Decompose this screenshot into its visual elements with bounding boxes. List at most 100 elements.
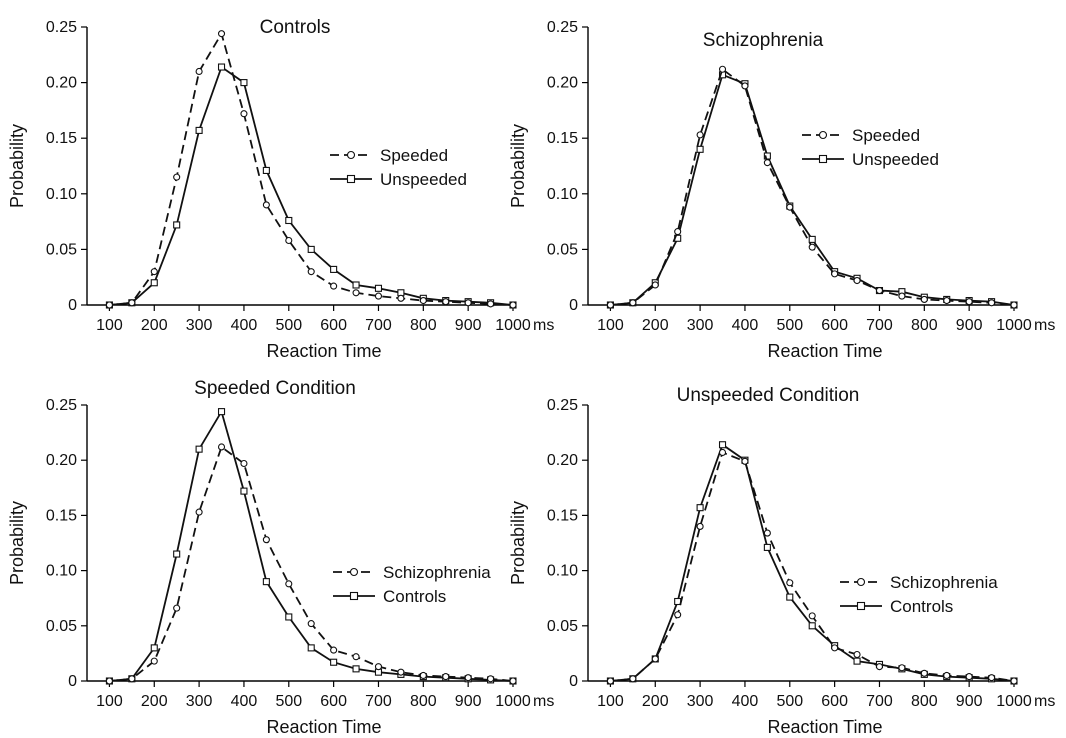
x-tick-label: 1000	[996, 317, 1032, 334]
data-point-circle	[763, 159, 771, 167]
data-point-square	[696, 145, 704, 153]
data-point-square	[307, 644, 315, 652]
x-tick-label: 100	[597, 317, 624, 334]
data-point-square	[262, 578, 270, 586]
legend-marker-circle	[856, 577, 866, 587]
y-tick-label: 0.10	[547, 563, 578, 580]
x-tick-label: 100	[96, 317, 123, 334]
data-point-circle	[509, 677, 517, 685]
legend-label: Unspeeded	[852, 150, 939, 169]
data-point-circle	[217, 443, 226, 451]
x-tick-label: 700	[365, 317, 392, 334]
data-point-circle	[105, 301, 113, 309]
x-tick-label: 300	[687, 317, 714, 334]
y-tick-label: 0.05	[547, 241, 578, 258]
y-tick-label: 0.05	[46, 618, 77, 635]
x-tick-label: 400	[231, 693, 258, 710]
data-point-square	[217, 63, 226, 71]
data-point-circle	[741, 82, 749, 90]
data-point-square	[195, 445, 203, 453]
data-point-circle	[262, 536, 270, 544]
series-controls	[105, 408, 517, 685]
data-point-circle	[786, 203, 794, 211]
data-point-circle	[240, 459, 248, 468]
data-point-circle	[651, 281, 659, 289]
data-point-square	[262, 166, 270, 174]
y-tick-label: 0.25	[547, 19, 578, 36]
x-tick-label: 700	[866, 693, 893, 710]
data-point-circle	[240, 110, 248, 118]
x-tick-label: 900	[956, 693, 983, 710]
data-point-circle	[763, 529, 771, 537]
legend-marker-square	[346, 174, 356, 184]
data-point-circle	[674, 228, 682, 236]
data-point-circle	[173, 604, 181, 612]
chart-panel-2: 0 0.05 0.10 0.15 0.20 0.25 100 200 300 400 500 600 7…	[508, 19, 1055, 361]
data-point-square	[307, 245, 315, 253]
data-point-square	[330, 658, 338, 666]
data-point-circle	[718, 448, 727, 457]
data-point-circle	[330, 282, 338, 290]
y-tick-label: 0	[569, 673, 578, 690]
y-tick-label: 0.15	[46, 507, 77, 524]
x-tick-label: 600	[320, 317, 347, 334]
data-point-circle	[898, 664, 906, 672]
x-tick-label: 1000	[996, 693, 1032, 710]
data-point-circle	[786, 579, 794, 587]
data-point-circle	[943, 671, 951, 680]
series-controls	[606, 441, 1018, 685]
legend: Speeded Unspeeded	[802, 126, 939, 169]
data-point-circle	[920, 295, 928, 303]
legend: Schizophrenia Controls	[840, 573, 998, 616]
data-point-square	[217, 408, 226, 416]
data-point-circle	[150, 657, 158, 665]
data-point-square	[285, 613, 293, 621]
x-tick-label: 400	[231, 317, 258, 334]
y-tick-label: 0.15	[46, 130, 77, 147]
x-tick-label: 900	[455, 317, 482, 334]
chart-panel-4: 0 0.05 0.10 0.15 0.20 0.25 100 200 300 400 500 600 7…	[508, 385, 1055, 737]
series-line	[109, 409, 514, 682]
y-tick-label: 0.25	[46, 397, 77, 414]
x-tick-label: 600	[821, 317, 848, 334]
data-point-circle	[808, 612, 816, 620]
y-tick-label: 0.20	[547, 452, 578, 469]
x-tick-label: 800	[911, 317, 938, 334]
data-point-square	[352, 281, 360, 289]
y-tick-label: 0.15	[547, 130, 578, 147]
x-tick-label: 400	[732, 693, 759, 710]
data-point-circle	[831, 644, 839, 652]
data-point-square	[285, 216, 293, 225]
data-point-square	[808, 235, 816, 243]
series-line	[610, 443, 1015, 682]
data-point-circle	[173, 173, 181, 181]
panel-title: Unspeeded Condition	[677, 385, 860, 406]
series-line	[610, 73, 1015, 306]
x-tick-label: 500	[275, 693, 302, 710]
data-point-circle	[442, 673, 450, 681]
x-tick-label: 800	[410, 693, 437, 710]
data-point-circle	[988, 674, 996, 682]
data-point-circle	[352, 289, 360, 297]
series-line	[610, 67, 1015, 306]
data-point-square	[173, 550, 181, 558]
data-point-circle	[128, 675, 136, 683]
series-schizophrenia	[606, 448, 1018, 685]
data-point-circle	[965, 298, 973, 306]
series-speeded	[105, 30, 517, 309]
x-axis-title: Reaction Time	[266, 341, 381, 361]
data-point-circle	[352, 653, 360, 661]
panel-title: Speeded Condition	[194, 378, 356, 399]
data-point-square	[808, 622, 816, 630]
x-unit-label: ms	[1034, 317, 1055, 334]
legend-label: Controls	[383, 587, 446, 606]
data-point-circle	[831, 270, 839, 278]
data-point-square	[150, 644, 158, 652]
legend: Schizophrenia Controls	[333, 563, 491, 606]
data-point-square	[195, 126, 203, 134]
x-tick-label: 200	[141, 317, 168, 334]
data-point-circle	[1010, 301, 1018, 309]
x-tick-label: 1000	[495, 317, 531, 334]
x-axis-title: Reaction Time	[767, 717, 882, 737]
